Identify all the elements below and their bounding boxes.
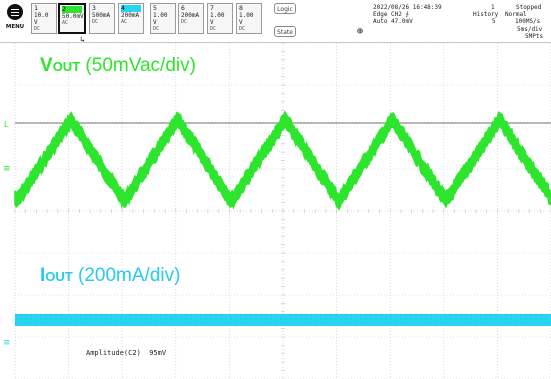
iout-annotation: IOUT (200mA/div) (40, 265, 181, 286)
channel-number: 3 (92, 4, 96, 12)
channel-number: 8 (239, 4, 243, 12)
channel-scale: 10.0 V (34, 12, 49, 26)
channel-scale: 500mA (92, 12, 111, 19)
graticule (14, 43, 551, 379)
iout-trace (15, 314, 551, 326)
channel-coupling: DC (210, 26, 217, 32)
pointer-icon: ↳ (80, 35, 85, 44)
history-count: 1 (491, 4, 495, 11)
vout-annotation: VOUT (50mVac/div) (40, 55, 196, 76)
channel-2-button[interactable]: 2 50.0mV AC (58, 3, 86, 34)
vout-trace (14, 110, 551, 211)
history-label[interactable]: History (473, 11, 499, 18)
acq-mode[interactable]: Normal (505, 11, 527, 18)
ch2-ground-marker: ≡ (3, 164, 11, 174)
channel-coupling: DC (34, 26, 41, 32)
channel-7-button[interactable]: 7 1.00 V DC (207, 3, 233, 34)
state-button[interactable]: State (274, 26, 296, 37)
channel-5-button[interactable]: 5 1.00 V DC (150, 3, 176, 34)
trigger-level-marker: L (4, 120, 9, 129)
channel-number: 5 (153, 4, 157, 12)
channel-coupling: DC (239, 26, 246, 32)
channel-scale: 200mA (121, 12, 140, 19)
channel-3-button[interactable]: 3 500mA DC (89, 3, 115, 34)
record-points: 5MPts (525, 33, 544, 40)
zoom-icon[interactable]: ⊕ (357, 26, 364, 37)
channel-markers: L ≡ ≡ (3, 120, 11, 348)
channel-6-button[interactable]: 6 200mA DC (178, 3, 204, 34)
channel-4-button[interactable]: 4 200mA AC (118, 3, 144, 34)
channel-scale: 50.0mV (62, 13, 84, 20)
channel-1-button[interactable]: 1 10.0 V DC (31, 3, 57, 34)
ch4-ground-marker: ≡ (3, 338, 11, 348)
timebase: 5ms/div (517, 26, 543, 33)
channel-coupling: AC (121, 19, 128, 25)
channel-scale: 1.00 V (239, 12, 254, 26)
channel-scale: 1.00 V (153, 12, 168, 26)
channel-number: 4 (121, 5, 141, 12)
menu-icon (7, 4, 23, 20)
channel-8-button[interactable]: 8 1.00 V DC (236, 3, 262, 34)
toolbar: MENU 1 10.0 V DC 2 50.0mV AC 3 500mA DC 4 200mA AC 5… (0, 0, 551, 44)
trigger-type: Edge CH2 ∱ (373, 11, 409, 18)
menu-label: MENU (5, 24, 25, 30)
waveform-display[interactable]: L ≡ ≡ (0, 43, 551, 379)
traces (14, 110, 551, 326)
channel-number: 2 (62, 6, 82, 13)
channel-coupling: DC (181, 19, 188, 25)
sample-rate: 100MS/s (515, 18, 541, 25)
trigger-mode: Auto 47.0mV (373, 18, 413, 25)
channel-number: 1 (34, 4, 38, 12)
trigger-datetime: 2022/08/26 16:48:39 (373, 4, 442, 11)
channel-scale: 200mA (181, 12, 200, 19)
amplitude-measurement: Amplitude(C2) 95mV (86, 349, 167, 357)
channel-coupling: AC (62, 20, 69, 26)
channel-coupling: DC (92, 19, 99, 25)
channel-coupling: DC (153, 26, 160, 32)
history-index: 5 (492, 18, 496, 25)
channel-scale: 1.00 V (210, 12, 225, 26)
logic-button[interactable]: Logic (274, 3, 296, 14)
channel-number: 7 (210, 4, 214, 12)
acq-status: Stopped (516, 4, 542, 11)
menu-button[interactable]: MENU (3, 2, 27, 38)
channel-number: 6 (181, 4, 185, 12)
